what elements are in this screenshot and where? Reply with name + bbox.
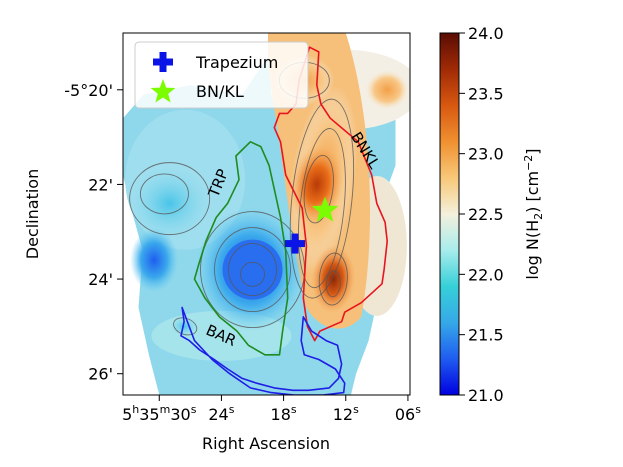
x-tick-label: 18s bbox=[271, 403, 297, 424]
legend-plus-icon bbox=[153, 52, 173, 72]
legend-box bbox=[134, 41, 309, 109]
colorbar-ticks: 21.0 21.5 22.0 22.5 23.0 23.5 24.0 bbox=[459, 24, 504, 405]
region-bnkl bbox=[273, 46, 389, 342]
y-tick-label: 26' bbox=[88, 365, 113, 384]
colorbar-tick-label: 23.0 bbox=[468, 145, 504, 164]
region-bar bbox=[180, 306, 346, 395]
colorbar-label: log N(H2) [cm−2] bbox=[522, 148, 545, 279]
colorbar-tick-label: 24.0 bbox=[468, 24, 504, 43]
colorbar-gradient bbox=[439, 32, 460, 396]
colorbar: 21.0 21.5 22.0 22.5 23.0 23.5 24.0 log N(H2) [… bbox=[439, 24, 545, 405]
y-axis-ticks: -5°20' 22' 24' 26' bbox=[64, 81, 123, 384]
map-cold-west-patch bbox=[130, 228, 179, 293]
region-outlines bbox=[180, 46, 389, 395]
x-tick-label: 06s bbox=[395, 403, 421, 424]
contour-ridge-4 bbox=[318, 252, 348, 306]
contour-west-1 bbox=[129, 162, 211, 236]
y-tick-label: -5°20' bbox=[64, 81, 113, 100]
contour-trp-4 bbox=[240, 261, 265, 287]
contour-ridge-1 bbox=[289, 98, 354, 299]
map-cold-west bbox=[127, 165, 212, 242]
contour-west-2 bbox=[139, 173, 189, 215]
x-axis-ticks: 5h35m30s 24s 18s 12s 06s bbox=[122, 395, 421, 424]
legend-label-trapezium: Trapezium bbox=[195, 53, 278, 72]
map-warm-north-east bbox=[365, 69, 410, 110]
x-tick-label: 12s bbox=[333, 403, 359, 424]
contour-bar-1 bbox=[173, 317, 198, 336]
colorbar-tick-label: 21.0 bbox=[468, 386, 504, 405]
contour-ridge-5 bbox=[325, 270, 341, 298]
x-tick-label: 5h35m30s bbox=[122, 403, 197, 424]
legend-star-icon bbox=[150, 79, 176, 103]
y-tick-label: 24' bbox=[88, 270, 113, 289]
y-tick-label: 22' bbox=[88, 175, 113, 194]
colorbar-tick-label: 22.0 bbox=[468, 265, 504, 284]
contour-ridge-2 bbox=[298, 128, 346, 289]
colorbar-tick-label: 23.5 bbox=[468, 84, 504, 103]
contour-lines bbox=[129, 61, 354, 336]
plot-frame bbox=[122, 32, 411, 396]
trapezium-marker bbox=[284, 233, 305, 254]
colorbar-tick-label: 22.5 bbox=[468, 205, 504, 224]
contour-ridge-3 bbox=[303, 154, 334, 224]
legend: Trapezium BN/KL bbox=[134, 41, 309, 109]
source-markers bbox=[284, 196, 339, 254]
y-axis-label: Declination bbox=[23, 169, 42, 259]
map-cold-trp-core bbox=[222, 239, 283, 300]
bnkl-marker bbox=[311, 196, 339, 222]
contour-trp-3 bbox=[228, 243, 277, 297]
region-trp bbox=[193, 141, 289, 356]
colorbar-tick-label: 21.5 bbox=[468, 326, 504, 345]
x-tick-label: 24s bbox=[208, 403, 234, 424]
x-axis-label: Right Ascension bbox=[202, 434, 330, 453]
contour-trp-2 bbox=[214, 227, 291, 313]
legend-label-bnkl: BN/KL bbox=[196, 82, 244, 101]
